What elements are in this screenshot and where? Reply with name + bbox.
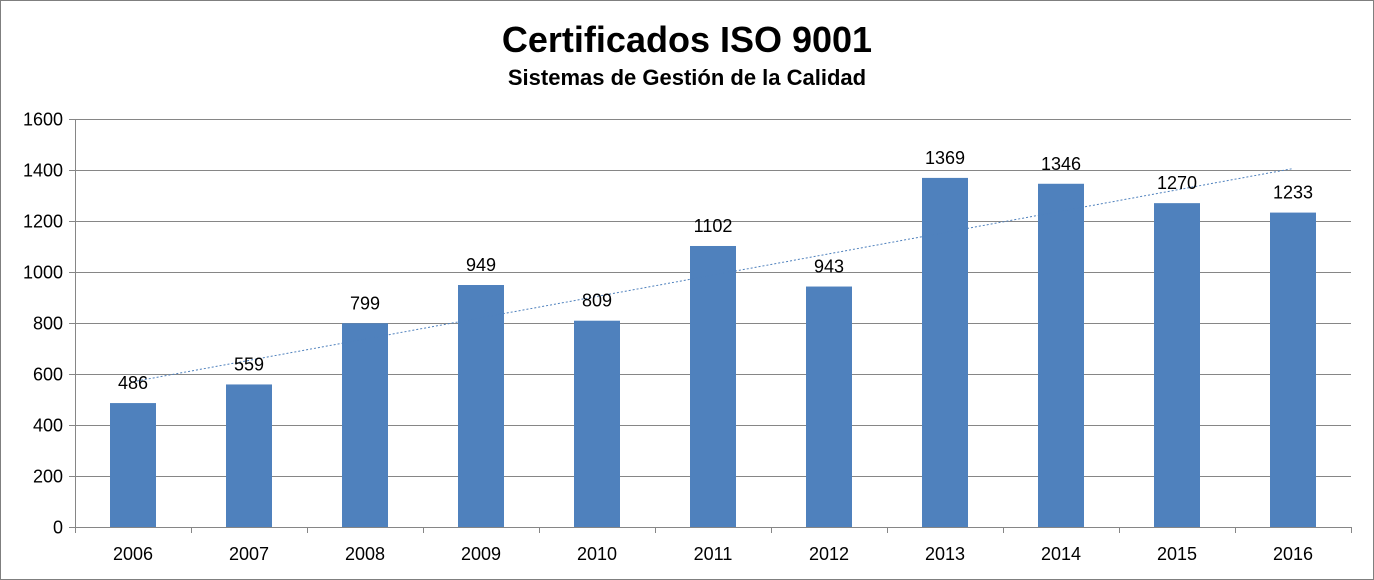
chart-subtitle: Sistemas de Gestión de la Calidad — [507, 65, 867, 90]
axes — [69, 119, 1352, 533]
data-label: 1270 — [1157, 173, 1197, 193]
data-label: 1233 — [1273, 183, 1313, 203]
data-label: 559 — [234, 354, 264, 374]
x-tick-label: 2009 — [461, 544, 501, 564]
bars — [110, 177, 1316, 528]
bar — [574, 320, 620, 527]
x-tick-label: 2007 — [229, 544, 269, 564]
bar — [1038, 183, 1084, 527]
y-tick-label: 600 — [33, 365, 63, 385]
x-tick-label: 2011 — [694, 544, 733, 564]
y-tick-label: 1200 — [23, 212, 63, 232]
trendline — [132, 168, 1294, 383]
y-axis-ticks: 0 200 400 600 800 1000 1200 1400 1600 — [23, 110, 63, 538]
x-tick-label: 2010 — [577, 544, 617, 564]
bar — [226, 384, 272, 527]
y-tick-label: 400 — [33, 416, 63, 436]
x-tick-label: 2008 — [345, 544, 385, 564]
bar — [690, 245, 736, 528]
y-tick-label: 200 — [33, 467, 63, 487]
bar — [458, 285, 504, 527]
x-tick-label: 2015 — [1157, 544, 1197, 564]
data-label: 1346 — [1041, 154, 1081, 174]
bar — [922, 177, 968, 527]
x-axis-ticks: 2006 2007 2008 2009 2010 2011 2012 2013 2014 2015… — [113, 544, 1313, 564]
bar — [806, 286, 852, 527]
data-labels: 486 559 799 949 809 1102 943 1369 1346 1270 1233 — [118, 148, 1313, 393]
data-label: 1102 — [694, 216, 733, 236]
data-label: 809 — [582, 291, 612, 311]
data-label: 949 — [466, 255, 496, 275]
y-tick-label: 0 — [53, 518, 63, 538]
y-tick-label: 800 — [33, 314, 63, 334]
chart-title: Certificados ISO 9001 — [501, 19, 873, 60]
x-tick-label: 2006 — [113, 544, 153, 564]
trendline-line — [132, 168, 1294, 383]
y-tick-label: 1400 — [23, 161, 63, 181]
x-tick-label: 2016 — [1273, 544, 1313, 564]
y-tick-label: 1000 — [23, 263, 63, 283]
bar — [1154, 203, 1200, 527]
bar — [1270, 212, 1316, 527]
data-label: 799 — [350, 293, 380, 313]
bar — [110, 403, 156, 527]
data-label: 943 — [814, 257, 844, 277]
data-label: 1369 — [925, 148, 965, 168]
x-tick-label: 2014 — [1041, 544, 1081, 564]
bar — [342, 323, 388, 527]
y-tick-label: 1600 — [23, 110, 63, 130]
x-tick-label: 2012 — [809, 544, 849, 564]
x-tick-label: 2013 — [925, 544, 965, 564]
data-label: 486 — [118, 373, 148, 393]
